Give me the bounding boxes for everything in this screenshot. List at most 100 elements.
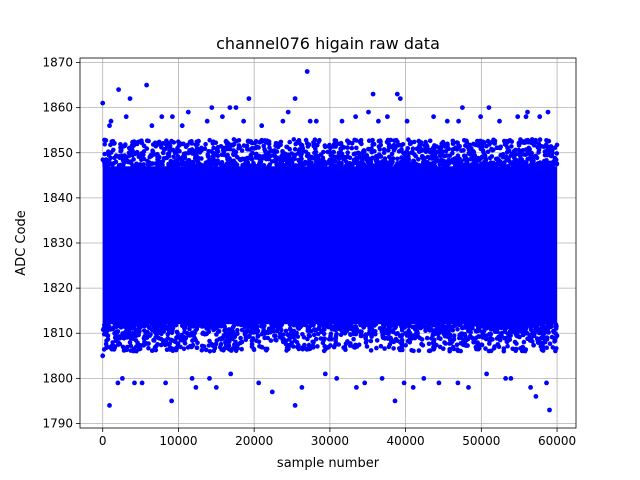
data-point (419, 322, 425, 327)
outlier-point (116, 87, 121, 92)
data-point (187, 148, 192, 153)
data-point (218, 341, 224, 347)
data-point (313, 336, 319, 342)
data-point (195, 340, 200, 346)
data-point (124, 330, 130, 336)
data-point (146, 138, 151, 144)
data-point (483, 336, 489, 342)
data-point (189, 139, 194, 144)
data-point (291, 137, 297, 142)
data-point (251, 323, 256, 329)
data-point (302, 342, 307, 348)
data-point (302, 159, 308, 165)
data-point (422, 158, 427, 164)
data-point (521, 322, 526, 327)
data-point (420, 343, 426, 348)
data-point (278, 142, 283, 148)
data-point (215, 149, 221, 154)
data-point (454, 147, 460, 152)
data-point (102, 151, 107, 157)
data-point (259, 344, 264, 350)
data-point (328, 152, 334, 158)
data-point (549, 153, 555, 159)
outlier-point (392, 398, 398, 404)
outlier-point (233, 105, 239, 110)
data-point (349, 145, 355, 151)
data-point (133, 332, 139, 337)
data-point (282, 154, 288, 159)
data-point (382, 156, 388, 161)
data-point (164, 138, 169, 143)
x-tick-label: 50000 (462, 434, 500, 448)
data-point (408, 150, 414, 155)
data-point (109, 139, 115, 144)
data-point (239, 148, 245, 153)
data-point (484, 163, 489, 169)
outlier-point (115, 380, 121, 386)
outlier-point (431, 114, 436, 120)
data-point (298, 153, 304, 159)
data-point (507, 138, 513, 143)
data-point (144, 146, 150, 151)
data-point (391, 329, 396, 335)
data-point (211, 155, 216, 160)
data-point (345, 150, 351, 155)
data-point (286, 153, 292, 159)
data-point (330, 162, 336, 168)
data-point (508, 329, 514, 335)
outlier-point (515, 114, 521, 120)
data-point (372, 149, 377, 154)
data-point (412, 139, 417, 145)
data-point (205, 326, 211, 331)
data-point (471, 141, 476, 147)
y-tick-label: 1840 (42, 191, 73, 205)
data-point (119, 145, 124, 151)
data-point (327, 149, 333, 154)
data-point (393, 336, 399, 342)
data-point (133, 150, 139, 156)
outlier-point (508, 376, 514, 381)
data-point (416, 157, 421, 162)
data-point (219, 163, 225, 169)
data-point (420, 154, 425, 159)
outlier-point (163, 380, 169, 386)
data-point (509, 144, 514, 149)
data-point (207, 349, 213, 354)
data-point (505, 343, 510, 349)
y-tick-label: 1860 (42, 101, 73, 115)
data-point (143, 332, 148, 337)
data-point (516, 143, 522, 148)
outlier-point (370, 91, 376, 97)
data-point (431, 149, 436, 155)
data-point (171, 159, 176, 164)
data-point (189, 323, 195, 329)
data-point (124, 347, 129, 353)
outlier-point (523, 114, 529, 120)
data-point (408, 141, 414, 146)
data-point (486, 348, 492, 354)
data-point (431, 341, 436, 347)
data-point (223, 138, 229, 144)
data-point (406, 163, 411, 169)
data-point (426, 348, 432, 354)
data-point (434, 144, 440, 149)
data-point (183, 335, 189, 341)
outlier-point (220, 114, 225, 120)
x-tick-label: 40000 (387, 434, 425, 448)
data-point (416, 145, 422, 150)
data-point (105, 337, 111, 342)
data-point (132, 327, 138, 332)
data-point (225, 163, 230, 169)
data-point (313, 327, 319, 333)
data-point (368, 338, 374, 344)
data-point (231, 152, 236, 157)
data-point (285, 158, 290, 164)
data-point (504, 325, 510, 330)
data-point (499, 333, 505, 339)
data-point (266, 326, 272, 332)
data-point (391, 145, 397, 150)
data-point (287, 139, 293, 145)
data-point (250, 336, 256, 341)
data-point (399, 328, 405, 333)
outlier-point (256, 380, 262, 386)
